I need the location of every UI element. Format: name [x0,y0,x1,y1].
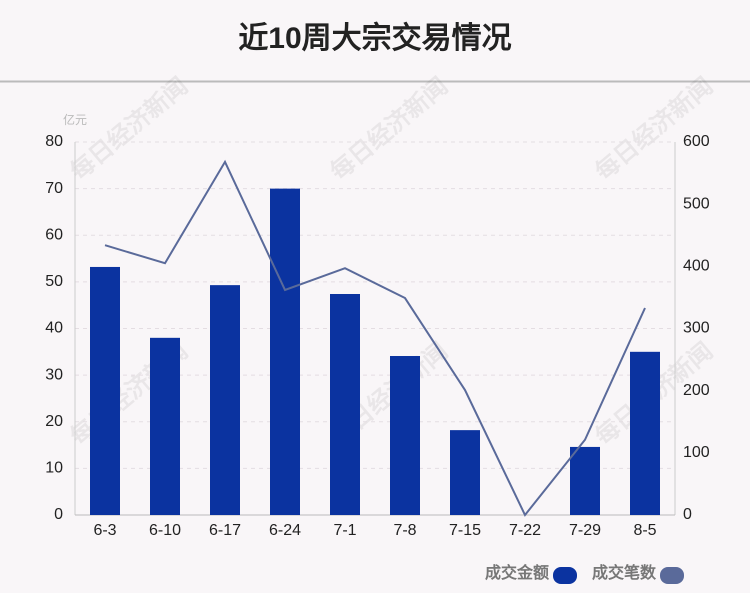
x-tick-label: 7-15 [449,522,481,539]
y2-tick-label: 500 [683,195,710,212]
legend-swatch [553,567,577,584]
x-tick-label: 6-3 [93,522,116,539]
y-tick-label: 70 [45,180,63,197]
bar [570,446,600,515]
y-tick-label: 50 [45,273,63,290]
y2-tick-label: 600 [683,133,710,150]
y-tick-label: 40 [45,320,63,337]
x-tick-label: 6-10 [149,522,181,539]
bar [630,351,660,515]
x-tick-label: 7-22 [509,522,541,539]
x-tick-label: 6-24 [269,522,301,539]
y-tick-label: 10 [45,460,63,477]
bar [270,188,300,515]
bar [150,337,180,515]
legend-label: 成交笔数 [592,563,657,582]
y2-tick-label: 100 [683,444,710,461]
bar [390,356,420,515]
x-tick-label: 7-1 [333,522,356,539]
y-tick-label: 80 [45,133,63,150]
legend-swatch [660,567,684,584]
bar [210,285,240,515]
y2-tick-label: 300 [683,320,710,337]
x-tick-label: 6-17 [209,522,241,539]
y-unit: 亿元 [63,112,87,127]
bar [90,266,120,515]
y2-tick-label: 400 [683,258,710,275]
legend-label: 成交金额 [485,563,549,582]
bar [450,430,480,515]
bar [330,293,360,515]
chart-title: 近10周大宗交易情况 [238,21,511,55]
y-tick-label: 30 [45,366,63,383]
x-tick-label: 7-8 [393,522,416,539]
x-tick-label: 8-5 [633,522,656,539]
y-tick-label: 20 [45,413,63,430]
y-tick-label: 60 [45,226,63,243]
line [104,159,646,517]
x-tick-label: 7-29 [569,522,601,539]
y2-tick-label: 0 [683,506,692,523]
y2-tick-label: 200 [683,382,710,399]
y-tick-label: 0 [54,506,63,523]
